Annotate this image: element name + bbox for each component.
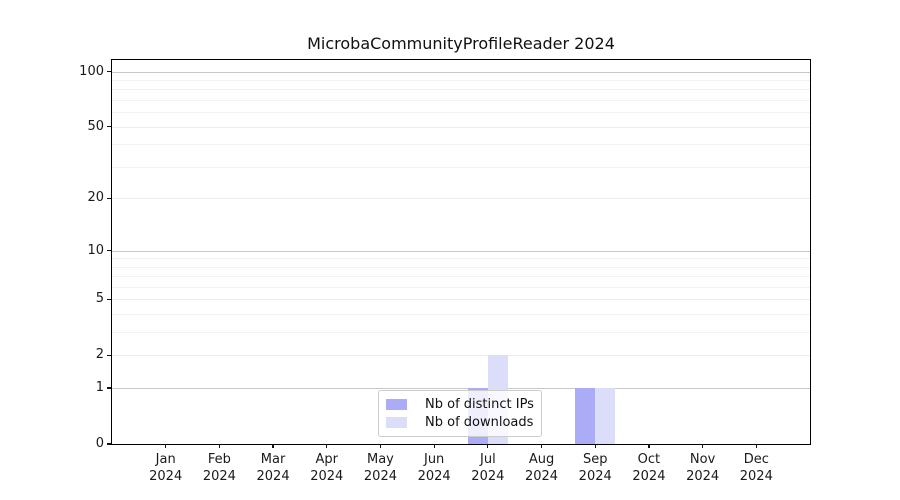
y-tick-label: 2 <box>95 347 104 363</box>
y-tick-label: 10 <box>87 242 104 258</box>
legend-swatch-downloads <box>386 416 407 428</box>
x-tick-label: Aug 2024 <box>510 452 574 485</box>
y-tick <box>107 71 111 73</box>
x-tick-label: May 2024 <box>348 452 412 485</box>
y-tick <box>107 126 111 128</box>
legend-label-distinct-ips: Nb of distinct IPs <box>425 397 534 413</box>
y-tick-label: 1 <box>95 380 104 396</box>
y-tick-label: 0 <box>95 436 104 451</box>
x-tick-year: 2024 <box>363 468 397 484</box>
x-tick <box>272 444 274 448</box>
x-tick-label: Jan 2024 <box>134 452 198 485</box>
x-tick-label: Nov 2024 <box>671 452 735 485</box>
y-gridline-minor <box>112 89 810 91</box>
x-tick-label: Oct 2024 <box>617 452 681 485</box>
x-tick-label: Dec 2024 <box>724 452 788 485</box>
x-tick-year: 2024 <box>202 468 236 484</box>
x-tick <box>487 444 489 448</box>
y-tick <box>107 197 111 199</box>
y-gridline-minor <box>112 100 810 102</box>
y-gridline <box>112 355 810 357</box>
x-tick-month: Sep <box>582 452 608 467</box>
x-tick-label: Feb 2024 <box>187 452 251 485</box>
x-tick <box>540 444 543 448</box>
x-tick-month: Nov <box>689 452 716 467</box>
y-gridline-minor <box>112 80 810 82</box>
x-tick-month: May <box>367 452 394 467</box>
y-gridline-minor <box>112 332 810 334</box>
x-tick-month: Oct <box>637 452 661 467</box>
y-gridline <box>112 198 810 200</box>
y-gridline <box>112 299 810 301</box>
x-tick-year: 2024 <box>149 468 183 484</box>
x-tick-year: 2024 <box>310 468 344 484</box>
x-tick <box>165 444 167 448</box>
legend-item-downloads: Nb of downloads <box>386 415 534 430</box>
y-tick-label: 20 <box>87 190 104 206</box>
legend-label-downloads: Nb of downloads <box>425 414 534 430</box>
y-gridline-minor <box>112 258 810 260</box>
y-gridline <box>112 126 810 128</box>
x-tick-month: Jun <box>423 452 445 467</box>
x-tick <box>379 444 382 448</box>
y-gridline-minor <box>112 276 810 278</box>
x-tick-label: Jun 2024 <box>402 452 466 485</box>
legend-swatch-distinct-ips <box>386 399 407 411</box>
x-tick-label: Apr 2024 <box>295 452 359 485</box>
x-tick <box>326 444 328 448</box>
y-tick-label: 100 <box>79 63 104 79</box>
x-tick <box>648 444 650 448</box>
y-gridline-major <box>112 250 810 252</box>
x-tick-month: Aug <box>528 452 555 467</box>
legend-item-distinct-ips: Nb of distinct IPs <box>386 397 534 412</box>
y-tick <box>107 443 111 445</box>
y-gridline-minor <box>112 112 810 114</box>
x-tick-label: Jul 2024 <box>456 452 520 485</box>
x-tick-month: Mar <box>260 452 286 467</box>
legend: Nb of distinct IPs Nb of downloads <box>378 390 542 437</box>
x-tick <box>218 444 220 448</box>
y-gridline-minor <box>112 166 810 168</box>
x-tick-label: Sep 2024 <box>563 452 627 485</box>
x-tick-month: Apr <box>315 452 339 467</box>
x-tick-year: 2024 <box>739 468 773 484</box>
y-tick <box>107 249 111 252</box>
y-gridline-minor <box>112 266 810 268</box>
y-tick <box>107 354 111 356</box>
bar-sep-downloads <box>595 388 616 444</box>
y-gridline-major <box>112 388 810 390</box>
x-tick-year: 2024 <box>417 468 451 484</box>
x-tick <box>755 444 757 448</box>
x-tick-year: 2024 <box>256 468 290 484</box>
x-tick-month: Feb <box>207 452 231 467</box>
x-tick-year: 2024 <box>686 468 720 484</box>
y-gridline-major <box>112 71 810 73</box>
x-tick-month: Dec <box>743 452 769 467</box>
x-tick-year: 2024 <box>578 468 612 484</box>
y-gridline-minor <box>112 144 810 146</box>
x-tick <box>433 444 435 448</box>
y-tick-label: 50 <box>87 118 104 134</box>
chart-title: MicrobaCommunityProfileReader 2024 <box>307 34 615 53</box>
x-tick <box>594 444 596 448</box>
x-tick-month: Jan <box>155 452 176 467</box>
x-tick-label: Mar 2024 <box>241 452 305 485</box>
x-tick-month: Jul <box>480 452 496 467</box>
y-tick <box>107 387 111 389</box>
y-tick <box>107 298 111 301</box>
y-gridline-minor <box>112 287 810 288</box>
x-tick-year: 2024 <box>471 468 505 484</box>
y-tick-label: 5 <box>95 291 104 307</box>
x-tick-year: 2024 <box>524 468 559 484</box>
x-tick-year: 2024 <box>632 468 666 484</box>
x-tick <box>702 444 704 448</box>
plot-area: Nb of distinct IPs Nb of downloads 0 1 2 5 1… <box>79 58 812 484</box>
bar-sep-distinct-ips <box>575 388 596 444</box>
y-gridline-minor <box>112 314 810 316</box>
